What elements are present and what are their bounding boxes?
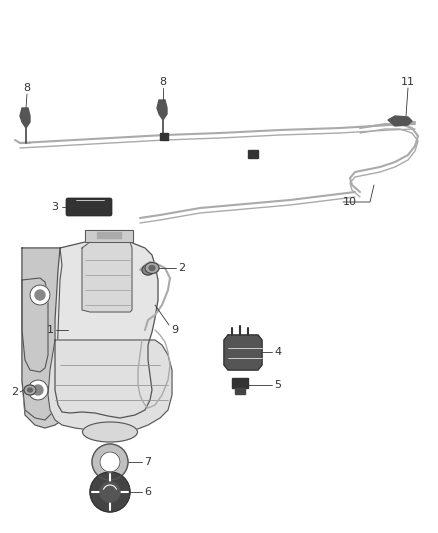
Text: 4: 4 — [275, 347, 282, 357]
Polygon shape — [388, 116, 412, 126]
Polygon shape — [160, 133, 168, 140]
Polygon shape — [248, 150, 258, 158]
Circle shape — [100, 482, 120, 502]
Ellipse shape — [28, 388, 32, 392]
Text: 8: 8 — [159, 77, 166, 87]
Ellipse shape — [145, 268, 151, 272]
Text: 9: 9 — [171, 325, 179, 335]
FancyBboxPatch shape — [66, 198, 112, 216]
Circle shape — [90, 472, 130, 512]
Text: 2: 2 — [11, 387, 18, 397]
Text: 10: 10 — [343, 197, 357, 207]
Ellipse shape — [149, 265, 155, 271]
Bar — [232, 378, 248, 388]
Polygon shape — [157, 100, 167, 120]
Circle shape — [35, 290, 45, 300]
Text: 11: 11 — [401, 77, 415, 87]
Ellipse shape — [82, 422, 138, 442]
Ellipse shape — [24, 385, 36, 395]
Bar — [85, 230, 133, 242]
Text: 3: 3 — [52, 202, 59, 212]
Polygon shape — [20, 108, 30, 128]
Ellipse shape — [145, 262, 159, 273]
Ellipse shape — [142, 265, 154, 275]
Text: 1: 1 — [46, 325, 53, 335]
Bar — [97, 232, 121, 238]
Circle shape — [28, 380, 48, 400]
Circle shape — [30, 285, 50, 305]
Text: 8: 8 — [24, 83, 31, 93]
Polygon shape — [55, 240, 158, 418]
Polygon shape — [22, 248, 62, 420]
Polygon shape — [82, 236, 132, 312]
Circle shape — [92, 444, 128, 480]
Text: 2: 2 — [178, 263, 186, 273]
Polygon shape — [48, 340, 172, 432]
Circle shape — [33, 385, 43, 395]
Text: 6: 6 — [145, 487, 152, 497]
Polygon shape — [22, 248, 72, 428]
Polygon shape — [22, 278, 48, 372]
Text: 7: 7 — [145, 457, 152, 467]
Polygon shape — [224, 335, 262, 370]
Bar — [235, 388, 245, 394]
Circle shape — [100, 452, 120, 472]
Text: 5: 5 — [275, 380, 282, 390]
